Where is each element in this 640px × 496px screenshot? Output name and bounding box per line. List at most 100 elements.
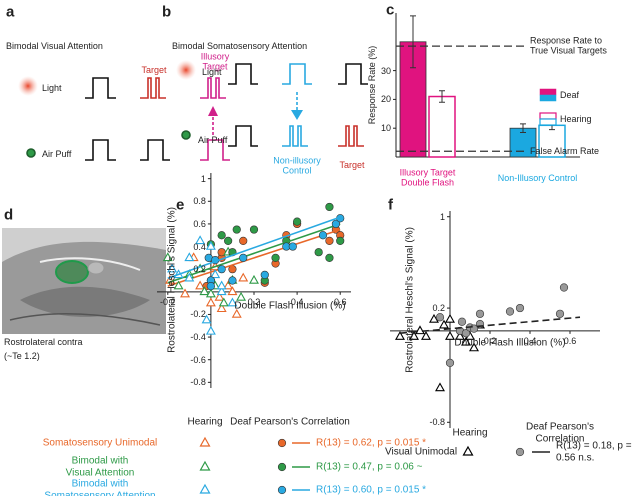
hearing-point xyxy=(195,235,206,245)
y-tick-label: 0.2 xyxy=(193,264,206,274)
deaf-point xyxy=(331,219,341,229)
deaf-point xyxy=(232,225,241,234)
hearing-point xyxy=(205,240,216,250)
hearing-point xyxy=(184,272,195,282)
panel-title: Bimodal Somatosensory Attention xyxy=(172,40,308,51)
legend-label: Visual Unimodal xyxy=(385,446,458,458)
illusory-target-label: Illusory Target xyxy=(200,51,230,72)
x-tick-label: Illusory Target Double Flash xyxy=(399,167,456,188)
x-tick-label: 0.4 xyxy=(523,335,537,346)
legend-stats: R(13) = 0.47, p = 0.06 ~ xyxy=(316,461,423,473)
y-tick-label: -0.4 xyxy=(190,331,206,342)
legend-label: Bimodal with Visual Attention xyxy=(65,455,135,479)
y-tick-label: 0.2 xyxy=(432,302,445,313)
legend-stats: R(13) = 0.60, p = 0.015 * xyxy=(316,484,427,496)
hearing-point xyxy=(216,286,227,296)
caption: Rostrolateral contra xyxy=(4,336,83,347)
hearing-point xyxy=(469,342,479,352)
deaf-point xyxy=(461,329,471,338)
y-tick-label: 1 xyxy=(439,211,445,222)
legend-circle xyxy=(277,438,287,448)
x-tick-label: -0.2 xyxy=(160,296,176,307)
air-puff-label: Air Puff xyxy=(42,148,72,159)
panel-letter: a xyxy=(6,3,15,21)
y-tick-label: -0.8 xyxy=(429,417,445,428)
hearing-point xyxy=(205,288,216,298)
hearing-point xyxy=(199,286,210,296)
legend-header: Hearing xyxy=(452,427,488,439)
target-label: Target xyxy=(141,64,167,75)
hearing-point xyxy=(249,274,259,284)
deaf-point xyxy=(457,317,467,326)
hearing-point xyxy=(205,325,216,335)
hearing-point xyxy=(445,331,455,340)
legend-swatch xyxy=(539,118,557,126)
legend-stats: R(13) = 0.62, p = 0.015 * xyxy=(316,437,427,449)
hearing-point xyxy=(227,286,238,296)
hearing-point xyxy=(216,303,227,313)
legend-label: Deaf xyxy=(560,89,580,100)
legend-label: Somatosensory Unimodal xyxy=(42,437,158,449)
deaf-point xyxy=(318,231,328,240)
legend-header: Deaf Pearson's Correlation xyxy=(230,416,350,428)
hearing-point xyxy=(429,313,439,323)
hearing-point xyxy=(439,319,449,329)
hearing-point xyxy=(238,272,249,282)
deaf-point xyxy=(336,236,345,245)
caption: (~Te 1.2) xyxy=(4,350,40,361)
legend-triangle xyxy=(199,460,211,471)
legend-header: Hearing xyxy=(187,416,223,428)
panel-d-image xyxy=(2,228,166,334)
hearing-point xyxy=(184,252,195,262)
deaf-point xyxy=(260,270,269,279)
x-axis-label: Double Flash Illusion (%) xyxy=(454,337,566,349)
hearing-point xyxy=(205,297,216,307)
hearing-point xyxy=(195,280,206,290)
y-tick-label: -0.6 xyxy=(190,354,206,365)
hearing-point xyxy=(216,280,227,290)
legend-label: Bimodal with Somatosensory Attention xyxy=(44,478,156,496)
hearing-point xyxy=(173,280,184,290)
fit-line xyxy=(399,316,581,335)
deaf-point xyxy=(228,276,237,285)
legend-swatch xyxy=(539,112,557,120)
deaf-point xyxy=(445,358,455,368)
hearing-point xyxy=(210,269,221,279)
y-axis-label: Rostrolateral Heschl's Signal (%) xyxy=(166,207,178,353)
reference-label: False Alarm Rate xyxy=(530,146,600,157)
hearing-point xyxy=(415,325,425,335)
target-label: Target xyxy=(339,159,365,170)
hearing-point xyxy=(455,331,465,340)
deaf-point xyxy=(475,309,485,318)
y-tick-label: -0.2 xyxy=(190,309,206,320)
x-tick-label: 0.6 xyxy=(563,335,577,346)
legend-swatch xyxy=(539,94,557,102)
hearing-point xyxy=(201,314,212,324)
legend-label: Hearing xyxy=(560,113,592,124)
legend-triangle xyxy=(462,445,474,456)
y-tick-label: 0.6 xyxy=(193,218,206,229)
panel-letter: d xyxy=(4,206,14,224)
hearing-point xyxy=(223,280,234,290)
error-bar xyxy=(520,123,526,134)
legend-circle xyxy=(515,447,525,457)
deaf-point xyxy=(217,265,226,274)
hearing-point xyxy=(461,336,471,346)
x-tick-label: 0.2 xyxy=(483,335,497,346)
hearing-point xyxy=(445,313,455,323)
deaf-point xyxy=(435,313,445,322)
hearing-point xyxy=(435,382,445,392)
control-label: Non-illusory Control xyxy=(273,155,321,176)
x-axis-label: Double Flash Illusion (%) xyxy=(234,300,346,312)
y-tick-label: 1 xyxy=(200,173,206,184)
deaf-point xyxy=(271,253,280,262)
legend-header: Deaf Pearson's Correlation xyxy=(525,421,595,445)
y-tick-label: -0.8 xyxy=(190,377,206,388)
hearing-point xyxy=(421,331,431,340)
deaf-point xyxy=(249,225,259,234)
panel-letter: f xyxy=(388,196,393,214)
legend-circle xyxy=(277,462,287,472)
deaf-point xyxy=(239,236,248,245)
air-puff-label: Air Puff xyxy=(198,134,228,145)
y-axis-label: Response Rate (%) xyxy=(366,45,377,125)
